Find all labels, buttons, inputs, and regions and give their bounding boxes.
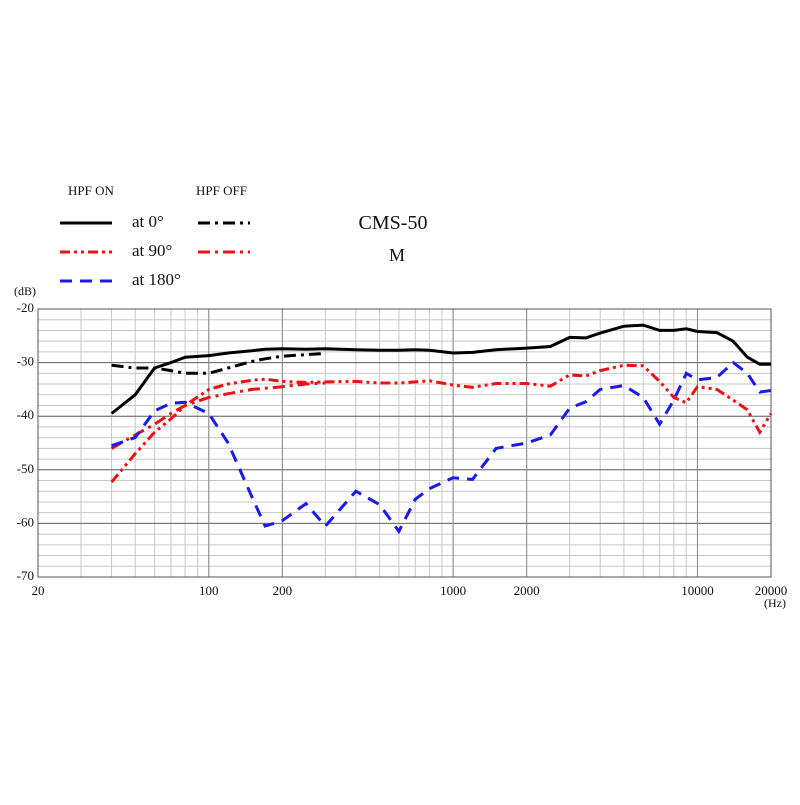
x-tick-label: 200 [273, 583, 293, 598]
y-tick-label: -70 [17, 568, 34, 583]
x-tick-label: 20000 [755, 583, 788, 598]
legend-label: at 0° [132, 212, 164, 231]
line [111, 360, 772, 535]
line-hpf-off [111, 352, 326, 375]
x-tick-label: 20 [32, 583, 45, 598]
legend-group: HPF ON [68, 183, 114, 198]
y-tick-label: -50 [17, 461, 34, 476]
x-tick-label: 1000 [440, 583, 466, 598]
y-tick-label: -20 [17, 300, 34, 315]
plot-frame [37, 308, 772, 578]
x-tick-label: 10000 [681, 583, 714, 598]
legend-group: HPF OFF [196, 183, 247, 198]
y-axis-label: (dB) [14, 284, 36, 298]
y-tick-label: -60 [17, 514, 34, 529]
chart-title: CMS-50 [359, 212, 428, 234]
x-axis-label: (Hz) [764, 596, 786, 610]
chart-subtitle: M [389, 245, 405, 265]
line [110, 363, 773, 484]
y-tick-label: -40 [17, 407, 34, 422]
y-tick-label: -30 [17, 354, 34, 369]
line [110, 323, 771, 415]
x-tick-label: 2000 [514, 583, 540, 598]
legend-label: at 180° [132, 270, 181, 289]
x-tick-label: 100 [199, 583, 219, 598]
legend-label: at 90° [132, 241, 172, 260]
